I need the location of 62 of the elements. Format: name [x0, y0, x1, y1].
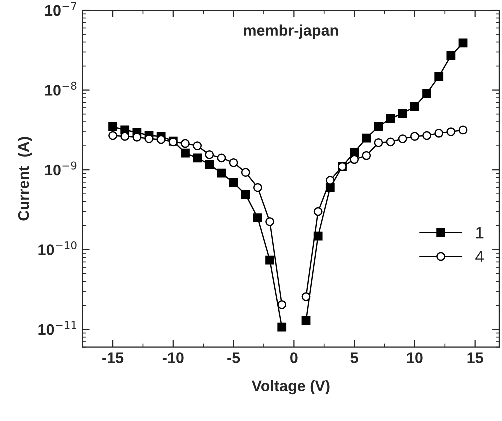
point [410, 102, 420, 112]
point [362, 151, 372, 160]
x-tick-label: -10 [162, 352, 184, 364]
point [266, 256, 274, 265]
point [410, 132, 420, 142]
point [120, 132, 130, 142]
x-tick-label: 5 [350, 352, 358, 364]
point [398, 109, 408, 118]
point [108, 131, 118, 140]
x-tick-label: 15 [468, 352, 484, 364]
y-tick-label: 10$^{−9}$ [45, 162, 77, 176]
point [278, 322, 287, 332]
text: membr-japan [244, 24, 338, 40]
point [181, 139, 190, 148]
point [422, 89, 432, 98]
point [326, 176, 335, 185]
point [302, 316, 311, 326]
point [254, 183, 262, 192]
point [398, 134, 408, 144]
point [241, 190, 250, 200]
point [446, 128, 456, 136]
point [386, 114, 396, 124]
point [108, 122, 118, 132]
point [350, 148, 360, 157]
x-tick-label: 0 [290, 352, 298, 364]
x-tick-label: -5 [228, 352, 240, 364]
point [205, 160, 214, 170]
point [217, 168, 226, 178]
point [386, 138, 396, 147]
x-tick-label: 10 [407, 352, 423, 364]
y-axis-title: Current (A) [18, 137, 32, 221]
point [229, 158, 238, 168]
point [302, 292, 311, 302]
y-tick-label: 10$^{−11}$ [38, 321, 77, 336]
legend-label: 4 [476, 251, 484, 263]
point [446, 51, 456, 60]
point [362, 134, 372, 143]
point [374, 122, 384, 132]
point [434, 128, 444, 138]
point [217, 154, 226, 163]
point [422, 131, 432, 140]
point [193, 154, 202, 163]
legend-label: 1 [476, 227, 484, 239]
point [314, 207, 323, 216]
point [193, 142, 202, 151]
point [374, 138, 384, 148]
y-tick-label: 10$^{−10}$ [38, 241, 77, 256]
x-tick-label: -15 [102, 352, 124, 364]
point [144, 134, 154, 144]
point [278, 300, 287, 310]
y-tick-label: 10$^{−8}$ [45, 82, 77, 96]
point [458, 126, 468, 135]
x-axis-title: Voltage (V) [252, 380, 330, 395]
point [241, 168, 250, 178]
point [254, 214, 262, 223]
point [458, 38, 468, 48]
point [181, 148, 190, 158]
point [266, 217, 274, 226]
point [229, 178, 238, 188]
y-tick-label: 10$^{−7}$ [45, 2, 76, 16]
point [434, 72, 444, 82]
point [205, 150, 214, 160]
